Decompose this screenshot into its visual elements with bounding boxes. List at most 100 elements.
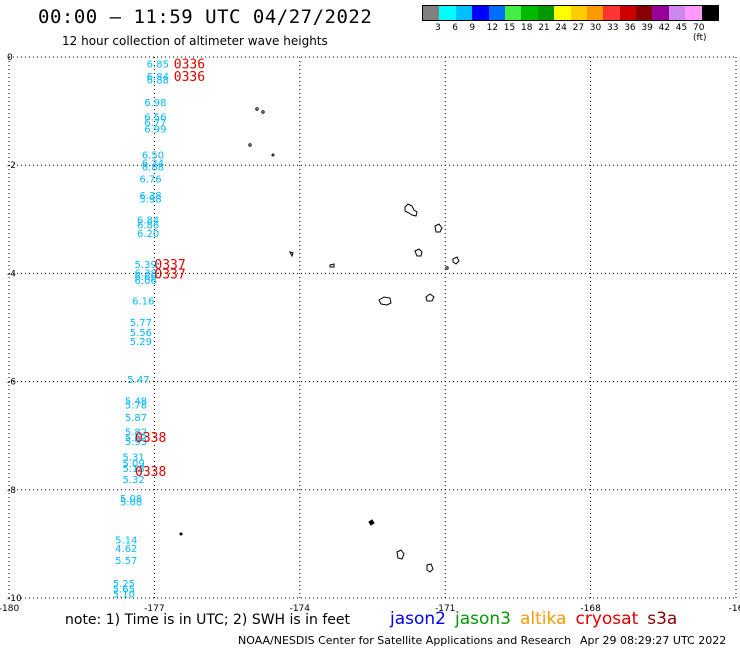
x-tick-label: -174 (290, 604, 311, 614)
swh-label: 5.78 (125, 400, 147, 411)
swh-labels: 6.856.846.886.986.566.776.996.506.246.88… (113, 59, 169, 600)
time-label: 0337 (154, 258, 185, 273)
legend-label: 30 (589, 23, 602, 33)
swh-label: 5.08 (120, 498, 142, 509)
legend-swatch (439, 6, 456, 20)
swh-label: 5.65 (113, 584, 135, 595)
y-tick-label: 0 (7, 53, 13, 63)
swh-label: 6.76 (139, 175, 161, 186)
time-label: 0336 (174, 70, 205, 85)
legend-label: 21 (538, 23, 550, 33)
swh-label: 5.25 (113, 579, 135, 590)
island-outline (289, 251, 294, 258)
swh-label: 5.32 (122, 475, 144, 486)
island-outline (396, 549, 405, 560)
swh-label: 5.08 (120, 494, 142, 505)
swh-label: 6.84 (137, 215, 159, 226)
footer-note: note: 1) Time is in UTC; 2) SWH is in fe… (65, 612, 351, 628)
page-subtitle: 12 hour collection of altimeter wave hei… (62, 34, 328, 48)
footer-credit: NOAA/NESDIS Center for Satellite Applica… (238, 634, 572, 647)
legend-label: 6 (452, 23, 458, 33)
legend-label: 36 (624, 23, 636, 33)
page-title: 00:00 – 11:59 UTC 04/27/2022 (38, 6, 373, 28)
time-label: 0336 (174, 57, 205, 72)
swh-label: 6.88 (147, 76, 169, 87)
legend-swatch (652, 6, 669, 20)
island-outline (426, 563, 434, 573)
island-outline (425, 293, 435, 302)
legend-swatch (472, 6, 489, 20)
swh-label: 5.98 (139, 195, 161, 206)
swh-label: 5.10 (113, 590, 135, 601)
swh-label: 5.57 (115, 556, 137, 567)
island-outline (271, 153, 275, 157)
x-tick-label: -177 (144, 604, 164, 614)
island-outline (255, 107, 259, 111)
swh-label: 5.77 (130, 318, 152, 329)
swh-label: 6.20 (137, 229, 159, 240)
x-tick-label: -16 (729, 604, 740, 614)
legend-swatch (570, 6, 587, 20)
legend-labels: 3 6 9 12 15 18 21 24 27 30 33 36 39 42 45 70 (ft) (422, 21, 719, 43)
legend-swatch (603, 6, 620, 20)
swh-label: 5.82 (125, 427, 147, 438)
legend-label: 27 (572, 23, 585, 33)
legend-swatch (455, 6, 473, 20)
x-tick-label: -168 (580, 604, 601, 614)
swh-label: 6.16 (132, 296, 154, 307)
swh-label: 5.09 (122, 459, 144, 470)
legend-swatch (423, 6, 440, 20)
swh-label: 6.38 (135, 268, 157, 279)
legend-label: 9 (469, 23, 476, 33)
time-label: 0338 (135, 431, 166, 446)
satellite-name: jason2 (390, 609, 446, 629)
legend-label: 12 (486, 23, 499, 33)
legend-swatch (488, 6, 505, 20)
swh-label: 5.56 (130, 328, 152, 339)
swh-label: 6.56 (144, 113, 166, 124)
island-outline (452, 256, 460, 265)
island-outline (261, 110, 265, 114)
legend-swatch (636, 6, 653, 20)
legend-swatch (619, 6, 637, 20)
footer-date: Apr 29 08:29:27 UTC 2022 (580, 634, 727, 647)
swh-label: 5.29 (130, 337, 152, 348)
legend-label: 45 (675, 23, 688, 33)
island-outlines (179, 107, 460, 573)
swh-label: 6.88 (142, 162, 164, 173)
swh-label: 5.62 (125, 433, 147, 444)
legend-swatch (504, 6, 522, 20)
island-outline (414, 248, 423, 257)
time-label: 0338 (135, 465, 166, 480)
legend-label: 33 (607, 23, 619, 33)
swh-label: 5.47 (127, 375, 149, 386)
y-tick-label: -4 (7, 269, 16, 279)
swh-label: 6.84 (147, 72, 169, 83)
legend-label: 24 (555, 23, 567, 33)
y-tick-label: -6 (7, 378, 16, 388)
swh-label: 6.98 (144, 98, 166, 109)
legend-swatch (586, 6, 604, 20)
legend-label: 70 (ft) (693, 23, 707, 43)
swh-label: 5.14 (115, 536, 137, 547)
island-outline (248, 143, 252, 147)
swh-label: 5.18 (122, 464, 144, 475)
swh-label: 6.77 (144, 118, 166, 129)
x-tick-label: -180 (0, 604, 19, 614)
swh-label: 6.99 (144, 124, 166, 135)
swh-label: 6.24 (142, 158, 164, 169)
legend-swatch (701, 6, 719, 20)
legend-swatch (668, 6, 686, 20)
x-tick-label: -171 (435, 604, 455, 614)
swh-label: 4.62 (115, 544, 137, 555)
y-tick-label: -8 (7, 486, 16, 496)
legend-label: 15 (503, 23, 516, 33)
swh-label: 6.50 (142, 150, 164, 161)
island-outline (378, 296, 392, 306)
swh-label: 6.85 (147, 59, 169, 70)
legend-swatch (685, 6, 702, 20)
legend-label: 3 (435, 23, 441, 33)
swh-label: 5.48 (125, 397, 147, 408)
island-outline (434, 223, 443, 233)
